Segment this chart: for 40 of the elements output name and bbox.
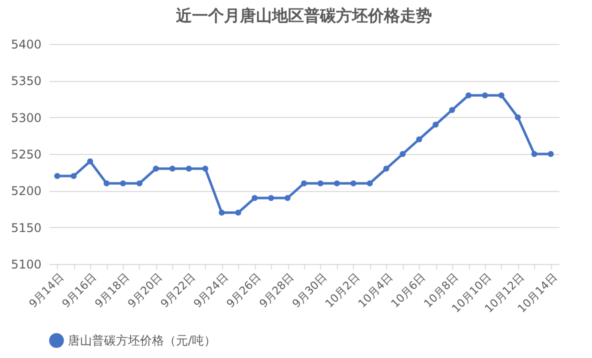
point bbox=[366, 180, 373, 186]
point bbox=[268, 195, 274, 201]
point bbox=[104, 180, 110, 186]
point bbox=[252, 195, 258, 201]
y-tick-label: 5200 bbox=[10, 184, 42, 198]
y-tick-label: 5400 bbox=[10, 38, 42, 52]
point bbox=[531, 151, 538, 157]
point bbox=[54, 173, 60, 179]
point bbox=[498, 92, 504, 98]
point bbox=[548, 151, 554, 157]
y-tick-label: 5100 bbox=[10, 258, 42, 272]
point bbox=[235, 210, 242, 216]
y-tick-label: 5150 bbox=[10, 220, 42, 235]
point bbox=[334, 180, 340, 186]
point bbox=[449, 107, 456, 113]
point bbox=[466, 92, 472, 98]
point bbox=[87, 158, 94, 164]
point bbox=[317, 180, 324, 186]
point bbox=[482, 92, 488, 98]
point bbox=[514, 114, 521, 120]
point bbox=[301, 180, 307, 186]
legend-label: 唐山普碳方坯价格（元/吨） bbox=[68, 334, 216, 348]
point bbox=[120, 180, 126, 186]
point bbox=[186, 166, 192, 172]
point bbox=[432, 122, 439, 128]
y-tick-label: 5350 bbox=[10, 74, 42, 88]
point bbox=[416, 136, 422, 142]
y-tick-label: 5300 bbox=[10, 110, 42, 125]
chart-title: 近一个月唐山地区普碳方坯价格走势 bbox=[175, 6, 432, 25]
point bbox=[350, 180, 356, 186]
point bbox=[383, 166, 390, 172]
point bbox=[218, 210, 225, 216]
point bbox=[136, 180, 142, 186]
point bbox=[169, 166, 176, 172]
point bbox=[70, 173, 77, 179]
point bbox=[202, 166, 208, 172]
point bbox=[400, 151, 406, 157]
point bbox=[284, 195, 291, 201]
y-tick-label: 5250 bbox=[10, 148, 42, 162]
point bbox=[152, 166, 159, 172]
